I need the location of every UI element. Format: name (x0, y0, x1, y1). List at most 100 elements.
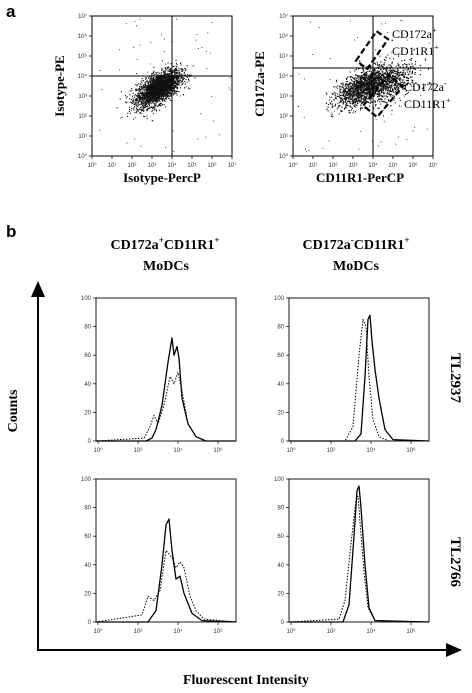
scatter-point (135, 84, 137, 86)
scatter-point (404, 76, 406, 78)
scatter-point (134, 96, 136, 98)
scatter-point (368, 96, 370, 98)
scatter-point (155, 103, 157, 105)
scatter-point (184, 74, 186, 76)
scatter-point (147, 100, 149, 102)
scatter-point (157, 74, 159, 76)
scatter-point (146, 93, 148, 95)
scatter-point (384, 80, 386, 82)
scatter-point (162, 97, 164, 99)
scatter-point (148, 81, 150, 83)
scatter-point (402, 79, 404, 81)
scatter-point (120, 91, 122, 93)
scatter-point (172, 79, 174, 81)
scatter-point (128, 108, 130, 110)
scatter-point (136, 85, 138, 87)
scatter-point (369, 102, 371, 104)
scatter-point (380, 88, 382, 90)
scatter-point (363, 90, 365, 92)
scatter-point (351, 94, 353, 96)
scatter-point (149, 84, 151, 86)
scatter-point (382, 89, 384, 91)
scatter-point (155, 90, 157, 92)
scatter-point (378, 81, 380, 83)
scatter-point (150, 97, 152, 99)
scatter-point (357, 96, 359, 98)
scatter-point (186, 76, 188, 78)
scatter-point (173, 81, 175, 83)
scatter-point (347, 89, 349, 91)
scatter-point (149, 79, 151, 81)
scatter-point (139, 87, 141, 89)
scatter-point (156, 90, 158, 92)
scatter-point (156, 97, 158, 99)
scatter-point (151, 93, 153, 95)
scatter-point (389, 81, 391, 83)
scatter-point (350, 95, 352, 97)
scatter-point (147, 96, 149, 98)
scatter-point (383, 68, 385, 70)
scatter-point (163, 79, 165, 81)
scatter-point (353, 85, 355, 87)
scatter-point (355, 94, 357, 96)
scatter-point (150, 92, 152, 94)
scatter-point (144, 102, 146, 104)
scatter-point (158, 97, 160, 99)
scatter-point (131, 90, 133, 92)
scatter-point (132, 92, 134, 94)
scatter-point (379, 72, 381, 74)
scatter-point (166, 79, 168, 81)
scatter-point (338, 105, 340, 107)
scatter-point (390, 78, 392, 80)
scatter-point (119, 98, 121, 100)
scatter-point (329, 102, 331, 104)
scatter-point (127, 112, 129, 114)
scatter-point (174, 91, 176, 93)
scatter-point (164, 86, 166, 88)
scatter-point (366, 73, 368, 75)
scatter-point (142, 86, 144, 88)
scatter-point (175, 73, 177, 75)
scatter-point (144, 81, 146, 83)
scatter-point (170, 63, 172, 65)
scatter-point (150, 100, 152, 102)
scatter-point (377, 107, 379, 109)
scatter-point (205, 50, 207, 52)
scatter-point (151, 120, 153, 122)
scatter-point (138, 96, 140, 98)
scatter-point (184, 67, 186, 69)
scatter-point (132, 99, 134, 101)
scatter-point (147, 85, 149, 87)
scatter-point (367, 91, 369, 93)
scatter-point (146, 87, 148, 89)
scatter-point (179, 79, 181, 81)
scatter-point (369, 74, 371, 76)
scatter-point (186, 65, 188, 67)
scatter-point (353, 110, 355, 112)
scatter-point (167, 95, 169, 97)
scatter-point (366, 93, 368, 95)
scatter-point (343, 88, 345, 90)
scatter-point (137, 92, 139, 94)
scatter-point (349, 95, 351, 97)
scatter-point (330, 103, 332, 105)
scatter-point (163, 85, 165, 87)
scatter-point (333, 99, 335, 101)
scatter-point (385, 81, 387, 83)
scatter-point (368, 90, 370, 92)
scatter-point (385, 88, 387, 90)
scatter-point (142, 89, 144, 91)
scatter-point (143, 86, 145, 88)
scatter-point (385, 84, 387, 86)
scatter-point (388, 90, 390, 92)
scatter-point (149, 92, 151, 94)
scatter-point (153, 82, 155, 84)
scatter-point (144, 101, 146, 103)
scatter-point (339, 99, 341, 101)
scatter-point (334, 99, 336, 101)
scatter-point (134, 105, 136, 107)
scatter-point (148, 85, 150, 87)
scatter-point (173, 88, 175, 90)
scatter-point (148, 77, 150, 79)
scatter-point (165, 76, 167, 78)
